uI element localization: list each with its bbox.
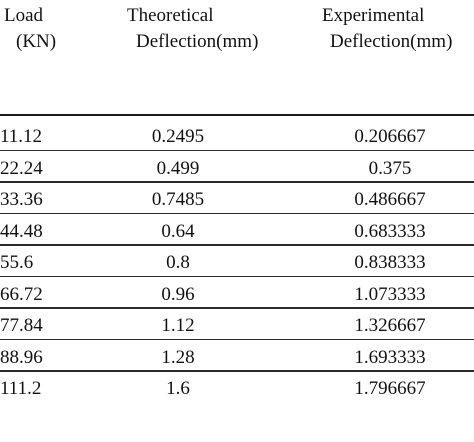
- header-experimental: Experimental: [322, 4, 424, 28]
- cell-theoretical-deflection: 1.12: [161, 315, 195, 336]
- cell-experimental-deflection: 0.683333: [354, 220, 426, 242]
- table-row: 22.24 0.499 0.375: [0, 153, 474, 183]
- table-row: 66.72 0.96 1.073333: [0, 279, 474, 309]
- cell-theoretical-deflection: 0.499: [156, 157, 200, 179]
- table-row: 44.48 0.64 0.683333: [0, 216, 474, 246]
- row-divider: [0, 338, 474, 340]
- cell-experimental-deflection: 1.326667: [354, 315, 426, 336]
- header-theoretical-unit: Deflection(mm): [136, 30, 258, 54]
- cell-load: 66.72: [0, 283, 43, 305]
- cell-experimental-deflection: 0.375: [368, 157, 412, 179]
- header-load-unit: (KN): [16, 30, 56, 54]
- row-divider: [0, 212, 474, 214]
- cell-theoretical-deflection: 0.2495: [151, 126, 205, 147]
- cell-theoretical-deflection: 1.6: [166, 378, 190, 399]
- header-theoretical-line2: Deflection(mm): [136, 31, 259, 52]
- cell-load: 55.6: [0, 252, 34, 273]
- cell-experimental-deflection: 1.693333: [354, 346, 426, 368]
- cell-load: 88.96: [0, 346, 43, 368]
- header-experimental-unit: Deflection(mm): [330, 30, 452, 54]
- cell-theoretical-deflection: 0.96: [161, 283, 195, 305]
- row-divider: [0, 370, 474, 372]
- row-divider: [0, 244, 474, 246]
- row-divider: [0, 307, 474, 309]
- table-row: 33.36 0.7485 0.486667: [0, 184, 474, 214]
- cell-theoretical-deflection: 1.28: [161, 346, 195, 368]
- cell-load: 33.36: [0, 189, 43, 210]
- header-load-line1: Load: [4, 5, 44, 26]
- header-load: Load: [4, 4, 43, 28]
- header-load-line2: (KN): [16, 31, 57, 52]
- header-theoretical: Theoretical: [127, 4, 214, 28]
- header-experimental-line2: Deflection(mm): [330, 31, 453, 52]
- cell-experimental-deflection: 1.796667: [354, 378, 426, 399]
- row-divider: [0, 149, 474, 151]
- row-divider: [0, 181, 474, 183]
- cell-load: 22.24: [0, 157, 43, 179]
- table-row: 111.2 1.6 1.796667: [0, 373, 474, 403]
- cell-load: 77.84: [0, 315, 43, 336]
- table-row: 11.12 0.2495 0.206667: [0, 121, 474, 151]
- header-theoretical-line1: Theoretical: [127, 5, 214, 26]
- cell-load: 111.2: [0, 378, 42, 399]
- cell-experimental-deflection: 1.073333: [354, 283, 426, 305]
- table-row: 88.96 1.28 1.693333: [0, 342, 474, 372]
- table-row: 77.84 1.12 1.326667: [0, 310, 474, 340]
- cell-load: 44.48: [0, 220, 43, 242]
- cell-theoretical-deflection: 0.64: [161, 220, 195, 242]
- cell-experimental-deflection: 0.838333: [354, 252, 426, 273]
- header-experimental-line1: Experimental: [322, 5, 425, 26]
- cell-experimental-deflection: 0.206667: [354, 126, 426, 147]
- cell-theoretical-deflection: 0.8: [166, 252, 190, 273]
- row-divider: [0, 275, 474, 277]
- table-row: 55.6 0.8 0.838333: [0, 247, 474, 277]
- cell-experimental-deflection: 0.486667: [354, 189, 426, 210]
- cell-theoretical-deflection: 0.7485: [151, 189, 205, 210]
- cell-load: 11.12: [0, 126, 43, 147]
- header-divider: [0, 114, 474, 116]
